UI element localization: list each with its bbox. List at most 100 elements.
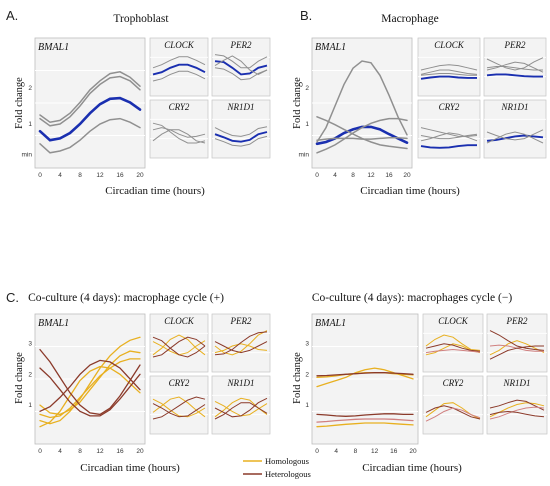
gene-label: CLOCK bbox=[164, 316, 195, 326]
series-line bbox=[489, 410, 545, 418]
gene-label: CLOCK bbox=[438, 316, 469, 326]
gene-label: CLOCK bbox=[164, 40, 195, 50]
panel-letter: B. bbox=[300, 8, 312, 23]
panel-coculture_plus: C. Co-culture (4 days): macrophage cycle … bbox=[6, 290, 271, 474]
gene-label: PER2 bbox=[230, 40, 252, 50]
chart-title: Macrophage bbox=[381, 13, 438, 25]
gene-label: CRY2 bbox=[439, 102, 460, 112]
series-line bbox=[39, 359, 141, 412]
x-axis-label: Circadian time (hours) bbox=[362, 462, 462, 474]
y-tick-label: 2 bbox=[305, 371, 309, 378]
series-line bbox=[420, 133, 478, 140]
series-line bbox=[420, 127, 478, 137]
series-line bbox=[152, 336, 206, 358]
y-tick-label: 3 bbox=[28, 340, 32, 347]
legend: Homologous Heterologous bbox=[243, 456, 311, 479]
series-line bbox=[152, 396, 206, 420]
series-line bbox=[316, 413, 414, 417]
series-line bbox=[486, 66, 543, 71]
series-line bbox=[152, 334, 206, 356]
small-plot-area bbox=[149, 375, 209, 435]
x-tick-label: 8 bbox=[78, 448, 82, 455]
series-line bbox=[214, 54, 268, 69]
small-plot-area bbox=[422, 375, 484, 435]
x-tick-label: 4 bbox=[334, 448, 338, 455]
gene-label: CLOCK bbox=[434, 40, 465, 50]
series-line bbox=[214, 331, 268, 356]
y-tick-label: 3 bbox=[305, 340, 309, 347]
series-line bbox=[486, 57, 544, 71]
series-line bbox=[214, 397, 268, 418]
small-plot-area bbox=[417, 37, 481, 97]
x-tick-label: 20 bbox=[403, 172, 411, 179]
y-axis-label: Fold change bbox=[292, 352, 303, 404]
x-tick-label: 0 bbox=[38, 172, 42, 179]
series-line bbox=[214, 67, 268, 81]
series-line bbox=[152, 63, 206, 76]
small-panel-cry2: CRY2 bbox=[417, 99, 481, 159]
series-line bbox=[316, 136, 408, 141]
gene-label: CRY2 bbox=[443, 378, 464, 388]
series-line bbox=[214, 343, 268, 354]
series-line bbox=[152, 56, 206, 69]
small-panel-nr1d1: NR1D1 bbox=[211, 99, 271, 159]
x-tick-label: 4 bbox=[333, 172, 337, 179]
gene-label: PER2 bbox=[504, 40, 526, 50]
small-panel-cry2: CRY2 bbox=[149, 375, 209, 435]
gene-label: BMAL1 bbox=[315, 318, 346, 329]
x-tick-label: 8 bbox=[354, 448, 358, 455]
series-line bbox=[316, 422, 414, 428]
series-line bbox=[38, 96, 142, 142]
series-line bbox=[420, 73, 477, 76]
series-line bbox=[152, 70, 206, 82]
series-line bbox=[152, 129, 206, 144]
x-tick-label: 16 bbox=[116, 448, 124, 455]
series-line bbox=[39, 367, 141, 417]
small-panel-per2: PER2 bbox=[211, 37, 271, 97]
panel-letter: A. bbox=[6, 8, 18, 23]
series-line bbox=[152, 127, 206, 138]
x-tick-label: 12 bbox=[367, 172, 375, 179]
small-panel-per2: PER2 bbox=[483, 37, 547, 97]
small-panel-per2: PER2 bbox=[486, 313, 548, 373]
series-line bbox=[39, 71, 141, 123]
small-panel-nr1d1: NR1D1 bbox=[483, 99, 547, 159]
panel-coculture_minus: Co-culture (4 days): macrophages cycle (… bbox=[292, 292, 548, 474]
y-tick-label: 2 bbox=[28, 85, 32, 92]
gene-label: PER2 bbox=[506, 316, 528, 326]
y-tick-label: 2 bbox=[28, 371, 32, 378]
small-panel-clock: CLOCK bbox=[149, 313, 209, 373]
series-line bbox=[486, 61, 544, 73]
small-plot-area bbox=[486, 313, 548, 373]
series-line bbox=[39, 336, 141, 425]
gene-label: NR1D1 bbox=[227, 102, 255, 112]
x-axis-label: Circadian time (hours) bbox=[80, 462, 180, 474]
series-line bbox=[420, 75, 477, 80]
series-line bbox=[39, 117, 141, 154]
gene-label: NR1D1 bbox=[503, 378, 531, 388]
gene-label: BMAL1 bbox=[38, 318, 69, 329]
series-line bbox=[39, 365, 141, 428]
y-tick-label: 1 bbox=[305, 121, 309, 128]
series-line bbox=[214, 60, 268, 76]
series-line bbox=[489, 340, 545, 356]
series-line bbox=[420, 64, 478, 71]
y-axis-label: Fold change bbox=[292, 77, 303, 129]
series-line bbox=[316, 372, 414, 377]
series-line bbox=[316, 117, 408, 154]
x-tick-label: 8 bbox=[78, 172, 82, 179]
series-line bbox=[152, 403, 206, 418]
small-panel-cry2: CRY2 bbox=[149, 99, 209, 159]
series-line bbox=[489, 330, 545, 351]
y-axis-label: Fold change bbox=[14, 77, 25, 129]
series-line bbox=[486, 134, 544, 142]
y-tick-label: min bbox=[22, 152, 33, 159]
gene-label: BMAL1 bbox=[315, 42, 346, 53]
legend-label: Heterologous bbox=[265, 469, 311, 479]
series-line bbox=[420, 69, 478, 75]
y-tick-label: 2 bbox=[305, 85, 309, 92]
series-line bbox=[425, 407, 481, 422]
small-panel-clock: CLOCK bbox=[149, 37, 209, 97]
small-plot-area bbox=[149, 99, 209, 159]
